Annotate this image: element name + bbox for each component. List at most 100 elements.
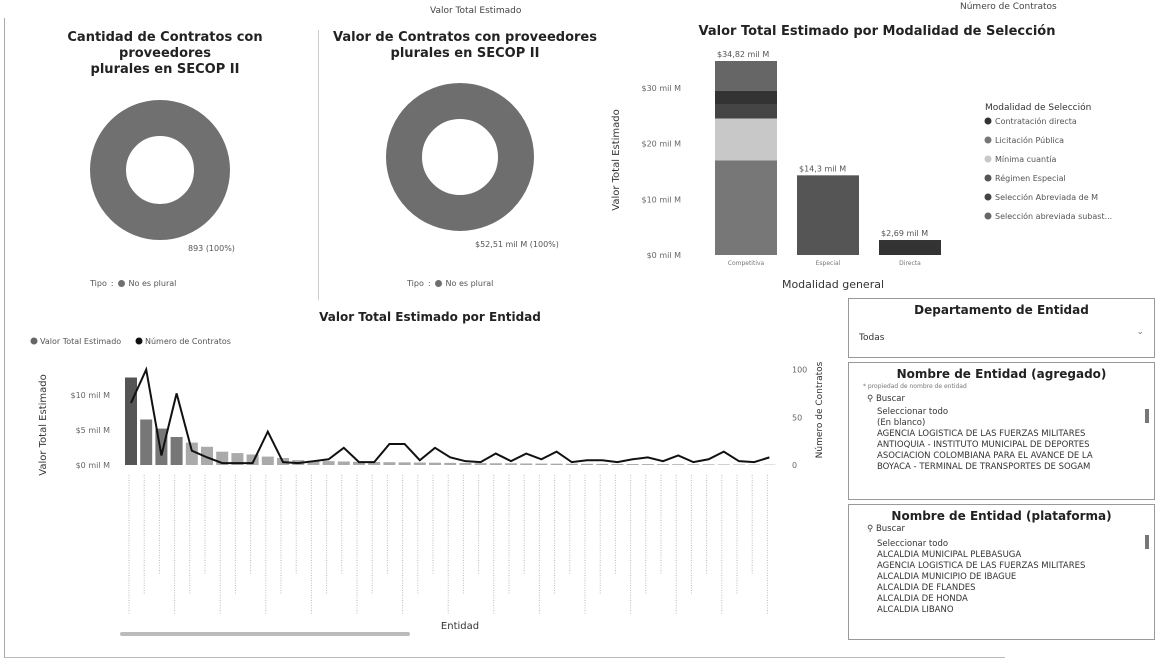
donut-card-contratos[interactable]: Cantidad de Contratos con proveedores pl… (20, 30, 310, 300)
entidad-bar[interactable] (429, 462, 441, 465)
donut2-legend-dot (434, 280, 442, 287)
entidad-bar[interactable] (246, 454, 259, 466)
entidad-bar[interactable] (702, 464, 715, 465)
entidad-bar[interactable] (368, 462, 381, 465)
entidad-bar[interactable] (444, 462, 457, 465)
slicer-plataforma-item[interactable]: ALCALDÍA MUNICIPAL PLEBASUGA (877, 550, 1022, 560)
entidad-bar[interactable] (687, 464, 700, 465)
entidad-bar[interactable] (596, 463, 609, 465)
entidad-bar[interactable] (261, 456, 274, 465)
entidad-bar[interactable] (581, 463, 593, 465)
entidad-line[interactable] (130, 366, 770, 465)
slicer-agregado-item[interactable]: ASOCIACIÓN COLOMBIANA PARA EL AVANCE DE … (877, 451, 1093, 461)
entidad-y2label: Número de Contratos (815, 361, 825, 458)
slicer-agregado-item[interactable]: BOYACÁ - TERMINAL DE TRANSPORTES DE SOGA… (877, 462, 1091, 472)
modalidad-legend-dot (984, 174, 992, 182)
entidad-bar[interactable] (611, 463, 624, 465)
slicer-agregado-scrollbar[interactable] (1145, 409, 1149, 423)
slicer-agregado[interactable]: Nombre de Entidad (agregado) * propiedad… (848, 362, 1155, 500)
entidad-bar[interactable] (565, 463, 578, 465)
entidad-bar[interactable] (398, 462, 411, 465)
entidad-bar[interactable] (322, 461, 335, 465)
entidad-bar[interactable] (535, 463, 548, 465)
entidad-bar[interactable] (657, 464, 669, 465)
slicer-agregado-search[interactable]: ⚲ Buscar (867, 394, 905, 404)
search-icon: ⚲ (867, 524, 874, 534)
modalidad-legend-item: Régimen Especial (995, 173, 1066, 183)
modalidad-legend-item: Selección Abreviada de M (995, 192, 1098, 202)
entidad-bar[interactable] (489, 463, 502, 465)
slicer-plataforma-item[interactable]: ALCALDÍA DE FLANDES (877, 583, 976, 593)
modalidad-legend-dot (984, 136, 992, 144)
entidad-bar[interactable] (353, 461, 365, 465)
donut1-chart[interactable] (90, 100, 230, 240)
slicer-agregado-item[interactable]: (En blanco) (877, 418, 926, 428)
slicer-departamento-value[interactable]: Todas (859, 333, 885, 343)
entidad-bar[interactable] (459, 463, 472, 465)
slicer-plataforma-item[interactable]: ALCALDÍA DE HONDA (877, 594, 968, 604)
donut2-slice[interactable] (386, 83, 534, 231)
modalidad-legend-item: Selección abreviada subast... (995, 211, 1112, 221)
slicer-plataforma-item[interactable]: ALCALDÍA LÍBANO (877, 605, 954, 615)
entidad-bar[interactable] (505, 463, 517, 465)
modalidad-bar-segment[interactable] (715, 118, 777, 161)
entidad-bar[interactable] (201, 446, 213, 465)
slicer-plataforma-item[interactable]: Seleccionar todo (877, 539, 949, 549)
chevron-down-icon[interactable]: ⌄ (1136, 327, 1144, 337)
entidad-bar[interactable] (413, 462, 426, 465)
slicer-agregado-item[interactable]: AGENCIA LOGÍSTICA DE LAS FUERZAS MILITAR… (877, 429, 1086, 439)
modalidad-ytick: $0 mil M (647, 251, 682, 260)
entidad-chart[interactable]: Valor Total Estimado por Entidad Valor T… (30, 305, 830, 645)
entidad-bar[interactable] (626, 464, 639, 465)
modalidad-bar-segment[interactable] (715, 160, 777, 255)
entidad-scrollbar[interactable] (120, 632, 410, 636)
entidad-bar[interactable] (231, 453, 244, 465)
modalidad-category-label: Directa (899, 260, 921, 267)
slicer-plataforma[interactable]: Nombre de Entidad (plataforma) ⚲ Buscar … (848, 504, 1155, 640)
entidad-legend-item: Número de Contratos (145, 337, 231, 346)
entidad-bar[interactable] (140, 419, 153, 466)
slicer-plataforma-item[interactable]: AGENCIA LOGÍSTICA DE LAS FUERZAS MILITAR… (877, 561, 1086, 571)
slicer-agregado-item[interactable]: Seleccionar todo (877, 407, 949, 417)
donut-card-valor[interactable]: Valor de Contratos con proveedores plura… (325, 30, 605, 300)
entidad-bar[interactable] (520, 463, 533, 465)
modalidad-bar-segment[interactable] (715, 61, 777, 91)
entidad-bar[interactable] (717, 464, 730, 465)
entidad-bar[interactable] (337, 461, 350, 466)
slicer-plataforma-item[interactable]: ALCALDÍA MUNICIPIO DE IBAGUÉ (877, 572, 1017, 582)
entidad-card[interactable]: Valor Total Estimado por Entidad Valor T… (30, 305, 830, 645)
slicer-plataforma-search[interactable]: ⚲ Buscar (867, 524, 905, 534)
divider-1 (318, 30, 319, 300)
modalidad-bar-segment[interactable] (879, 240, 941, 255)
entidad-y2tick: 0 (792, 461, 797, 470)
slicer-plataforma-scrollbar[interactable] (1145, 535, 1149, 549)
slicer-plataforma-list: Seleccionar todo ALCALDÍA MUNICIPAL PLEBA… (877, 539, 1142, 616)
slicer-departamento[interactable]: Departamento de Entidad Todas ⌄ (848, 298, 1155, 358)
modalidad-legend-item: Contratación directa (995, 116, 1077, 126)
search-icon: ⚲ (867, 394, 874, 404)
modalidad-card[interactable]: Valor Total Estimado por Modalidad de Se… (605, 20, 1160, 295)
modalidad-bar-segment[interactable] (715, 90, 777, 105)
modalidad-legend-title: Modalidad de Selección (985, 102, 1091, 113)
slicer-agregado-item[interactable]: ANTIOQUIA - INSTITUTO MUNICIPAL DE DEPOR… (877, 440, 1090, 450)
entidad-bar[interactable] (474, 463, 487, 465)
entidad-bar[interactable] (383, 462, 396, 465)
top-caption-valor: Valor Total Estimado (430, 6, 522, 16)
entidad-bar[interactable] (185, 442, 198, 465)
donut2-title: Valor de Contratos con proveedores plura… (332, 30, 597, 61)
modalidad-bar-segment[interactable] (797, 175, 859, 255)
modalidad-chart[interactable]: Valor Total Estimado por Modalidad de Se… (605, 20, 1160, 295)
entidad-bar[interactable] (550, 463, 563, 465)
entidad-ytick: $5 mil M (76, 426, 111, 435)
entidad-bar[interactable] (307, 460, 320, 465)
entidad-bar[interactable] (125, 377, 137, 466)
entidad-bar[interactable] (641, 464, 654, 465)
modalidad-bar-segment[interactable] (715, 104, 777, 119)
entidad-bar[interactable] (672, 464, 685, 465)
donut1-slice[interactable] (90, 100, 230, 240)
entidad-bar[interactable] (170, 437, 183, 465)
donut2-chart[interactable] (385, 82, 535, 232)
donut1-legend-label: Tipo (90, 279, 107, 288)
modalidad-legend-dot (984, 193, 992, 201)
modalidad-legend-dot (984, 117, 992, 125)
